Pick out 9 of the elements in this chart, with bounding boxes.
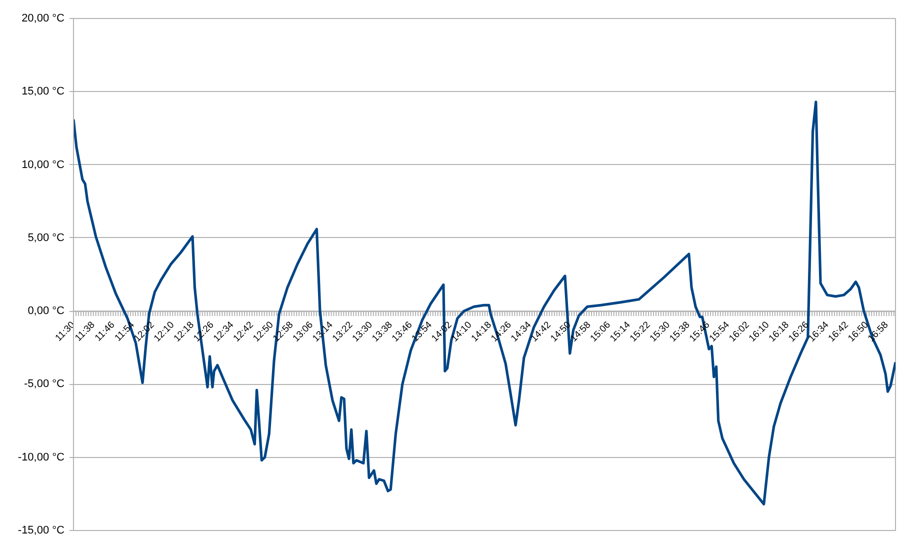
line-series xyxy=(74,100,896,506)
y-tick-label: -10,00 °C xyxy=(18,451,65,464)
y-tick-label: 0,00 °C xyxy=(28,305,65,318)
y-tick-label: -5,00 °C xyxy=(24,378,65,390)
y-tick-label: 15,00 °C xyxy=(22,86,65,98)
y-tick-label: -15,00 °C xyxy=(18,524,65,536)
y-tick-label: 10,00 °C xyxy=(22,158,65,171)
y-tick-label: 5,00 °C xyxy=(28,232,65,244)
y-tick-label: 20,00 °C xyxy=(22,12,65,24)
